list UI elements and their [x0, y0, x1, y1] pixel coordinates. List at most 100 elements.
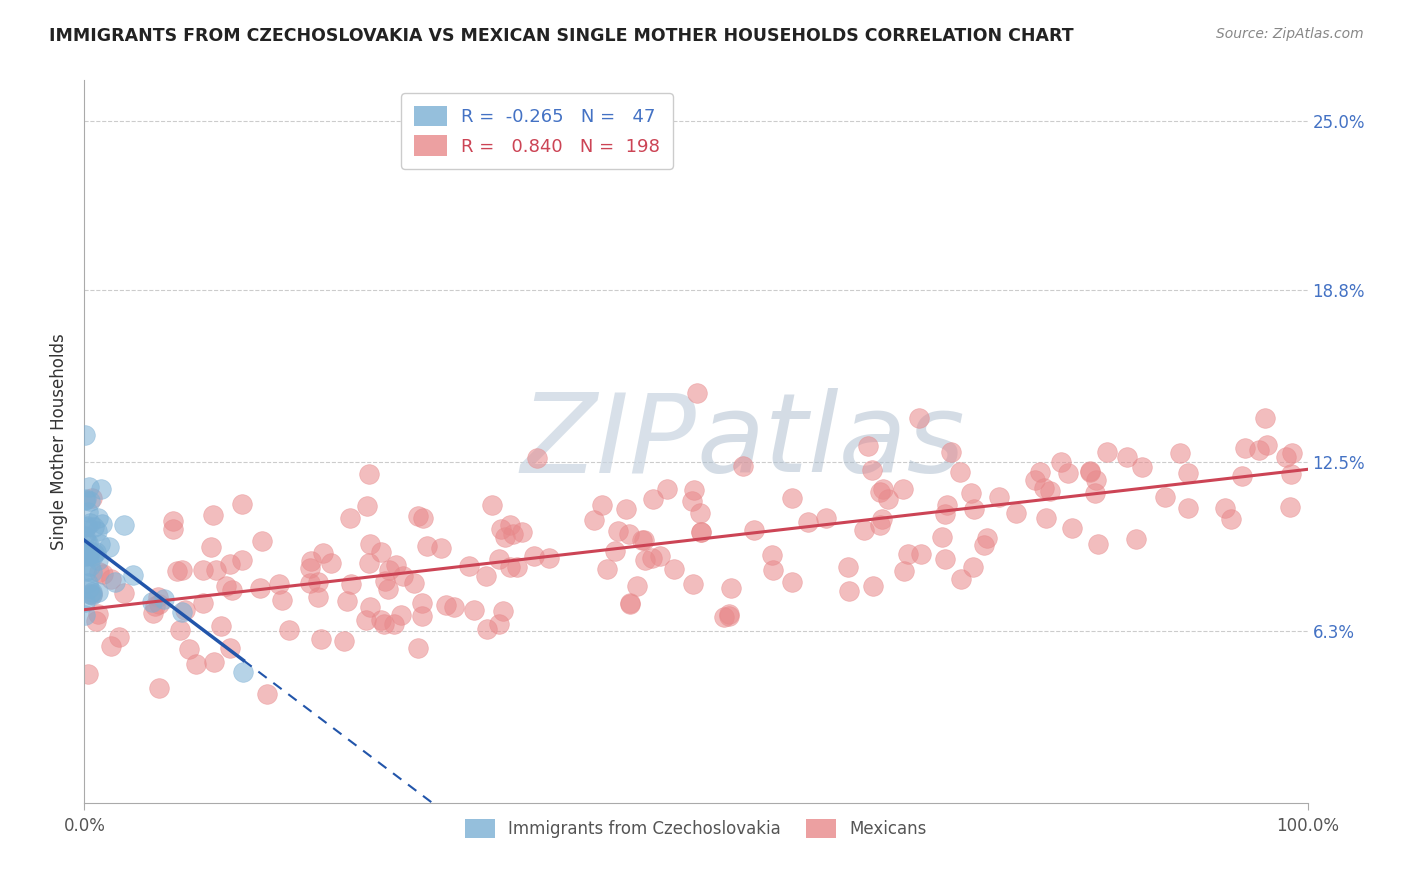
Point [309, 632, 332, 647]
Point [411, 609, 433, 624]
Point [359, 556, 381, 570]
Point [312, 546, 335, 560]
Point [1220, 512, 1243, 526]
Point [162, 514, 184, 528]
Point [1116, 450, 1139, 464]
Point [1254, 410, 1277, 425]
Point [73, 427, 96, 442]
Point [84, 615, 107, 629]
Text: Source: ZipAtlas.com: Source: ZipAtlas.com [1216, 27, 1364, 41]
Point [191, 563, 214, 577]
Point [77, 480, 100, 494]
Point [75, 492, 97, 507]
Point [780, 491, 803, 505]
Point [1213, 501, 1236, 516]
Point [271, 593, 294, 607]
Point [689, 524, 711, 539]
Point [87, 511, 110, 525]
Point [77, 575, 100, 590]
Point [75, 529, 97, 543]
Point [87, 553, 110, 567]
Point [77, 581, 100, 595]
Point [219, 641, 242, 656]
Point [907, 411, 929, 425]
Point [492, 604, 515, 618]
Point [336, 594, 359, 608]
Point [184, 657, 207, 672]
Point [79, 516, 101, 530]
Point [146, 590, 169, 604]
Point [973, 538, 995, 552]
Point [75, 549, 97, 564]
Point [406, 509, 429, 524]
Point [1177, 466, 1199, 480]
Point [100, 572, 122, 586]
Point [1278, 500, 1301, 514]
Point [683, 483, 706, 497]
Point [686, 385, 709, 400]
Point [869, 518, 891, 533]
Point [83, 547, 105, 561]
Point [856, 439, 879, 453]
Point [893, 564, 915, 578]
Point [340, 577, 363, 591]
Point [643, 492, 665, 507]
Point [307, 590, 329, 604]
Point [76, 536, 98, 550]
Point [603, 544, 626, 558]
Point [87, 585, 110, 599]
Point [79, 587, 101, 601]
Point [962, 560, 984, 574]
Point [89, 537, 111, 551]
Point [475, 623, 498, 637]
Point [205, 563, 228, 577]
Point [89, 565, 111, 579]
Point [1033, 481, 1056, 495]
Point [1230, 468, 1253, 483]
Point [1095, 445, 1118, 459]
Point [838, 583, 860, 598]
Point [416, 539, 439, 553]
Point [148, 681, 170, 696]
Point [374, 574, 396, 588]
Point [79, 559, 101, 574]
Legend: Immigrants from Czechoslovakia, Mexicans: Immigrants from Czechoslovakia, Mexicans [458, 813, 934, 845]
Point [782, 574, 804, 589]
Text: atlas: atlas [696, 388, 965, 495]
Point [510, 525, 533, 540]
Point [619, 596, 641, 610]
Point [931, 530, 953, 544]
Point [79, 493, 101, 508]
Point [298, 561, 321, 575]
Point [1057, 467, 1080, 481]
Point [762, 563, 785, 577]
Point [852, 524, 875, 538]
Point [537, 550, 560, 565]
Point [359, 600, 381, 615]
Point [112, 586, 135, 600]
Point [891, 482, 914, 496]
Point [299, 554, 322, 568]
Point [87, 607, 110, 621]
Point [634, 553, 657, 567]
Point [73, 492, 96, 507]
Point [83, 520, 105, 534]
Point [742, 524, 765, 538]
Point [717, 607, 740, 622]
Point [934, 551, 956, 566]
Y-axis label: Single Mother Households: Single Mother Households [51, 334, 69, 549]
Point [250, 533, 273, 548]
Point [77, 544, 100, 558]
Point [384, 558, 406, 572]
Point [357, 467, 380, 481]
Point [370, 613, 392, 627]
Point [76, 506, 98, 520]
Point [249, 582, 271, 596]
Point [934, 507, 956, 521]
Point [107, 631, 129, 645]
Point [862, 579, 884, 593]
Point [179, 641, 201, 656]
Point [619, 527, 641, 541]
Point [373, 617, 395, 632]
Point [475, 569, 498, 583]
